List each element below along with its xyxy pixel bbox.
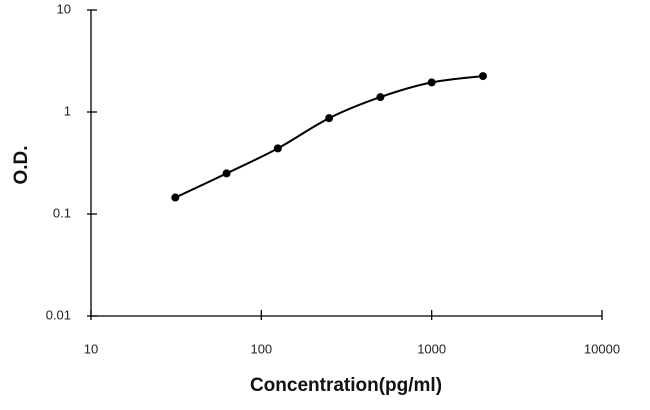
x-axis-title: Concentration(pg/ml) — [250, 375, 442, 396]
x-tick-label: 10 — [84, 341, 98, 356]
x-tick-label: 1000 — [417, 341, 446, 356]
y-tick-label: 0.1 — [53, 205, 71, 220]
y-tick-label: 0.01 — [46, 307, 71, 322]
data-point — [171, 193, 180, 202]
data-point — [478, 72, 487, 81]
data-point — [376, 93, 385, 102]
y-tick-label: 10 — [57, 1, 71, 16]
x-tick-label: 100 — [250, 341, 272, 356]
y-tick-label: 1 — [64, 103, 71, 118]
data-point — [427, 78, 436, 87]
x-tick-label: 10000 — [584, 341, 620, 356]
data-point — [222, 169, 231, 178]
y-axis-title: O.D. — [11, 145, 32, 184]
data-point — [325, 114, 334, 123]
data-point — [273, 144, 282, 153]
fit-curve — [174, 75, 484, 199]
